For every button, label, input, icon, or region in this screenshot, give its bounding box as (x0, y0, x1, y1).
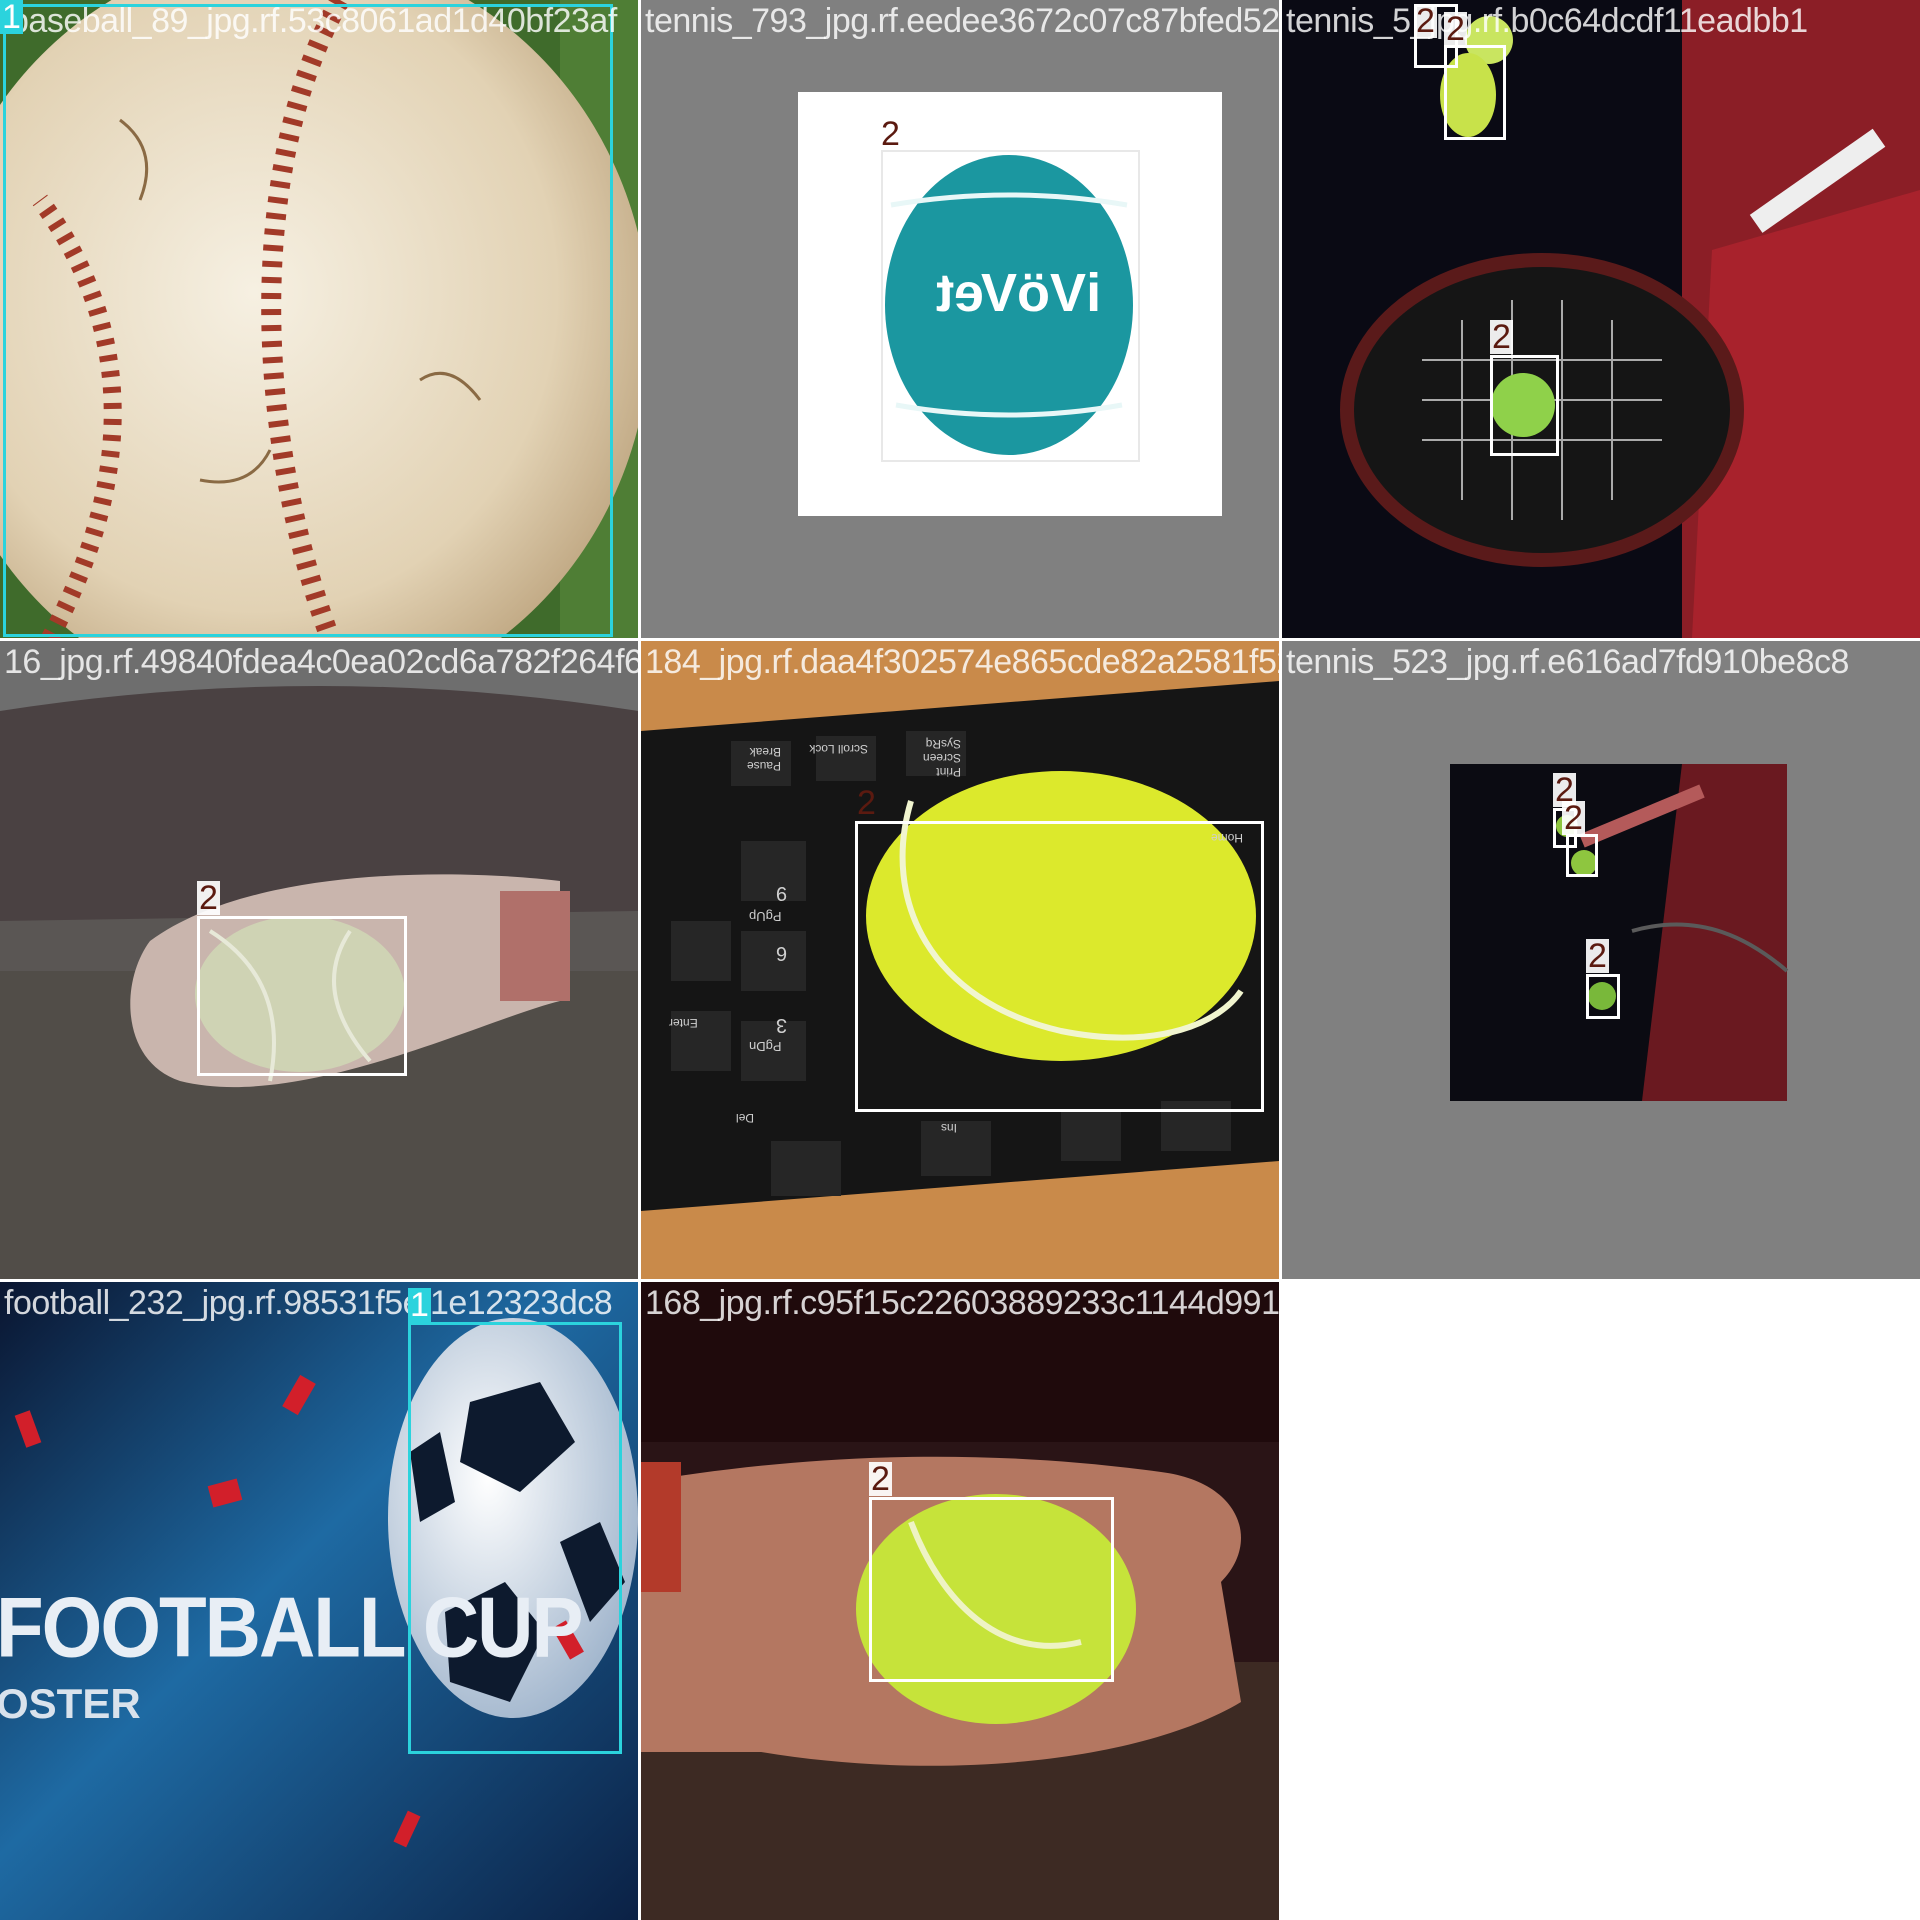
tile-noisy-player[interactable]: 2 2 2 tennis_523_jpg.rf.e616ad7fd910be8c… (1282, 641, 1920, 1279)
key-label: Ins (941, 1121, 958, 1135)
box-label: 2 (1490, 318, 1513, 356)
key-label: Print Screen SysRq (922, 737, 961, 779)
bbox-class-1[interactable] (408, 1322, 622, 1754)
box-label: 2 (1414, 2, 1437, 40)
box-label: 1 (0, 0, 23, 36)
box-label: 2 (857, 784, 876, 822)
box-label: 2 (197, 879, 220, 917)
box-label: 2 (881, 115, 900, 153)
bbox-class-2[interactable] (1444, 45, 1506, 140)
ball-hand-image (0, 641, 638, 1279)
tile-player-racket[interactable]: 2 2 2 tennis_5_jpg.rf.b0c64dcdf11eadbb1 (1282, 0, 1920, 638)
key-label: PgUp (749, 909, 782, 924)
player-racket-image (1282, 0, 1920, 638)
box-label: 2 (1444, 10, 1467, 48)
box-label: 1 (408, 1286, 431, 1324)
bbox-class-2[interactable] (1566, 834, 1598, 877)
bbox-class-2[interactable] (881, 150, 1140, 462)
key-label: Del (736, 1111, 755, 1125)
box-label: 2 (1586, 937, 1609, 975)
key-label: Pause Break (746, 745, 781, 773)
bbox-class-2[interactable] (1586, 974, 1620, 1019)
key-label: Enter (669, 1016, 698, 1030)
ball-keyboard-image (641, 641, 1279, 1279)
tile-ball-on-keyboard[interactable]: Pause Break Scroll Lock Print Screen Sys… (641, 641, 1279, 1279)
tile-ball-in-hand[interactable]: 2 16_jpg.rf.49840fdea4c0ea02cd6a782f264f… (0, 641, 638, 1279)
poster-title: FOOTBALL CUP (0, 1578, 584, 1676)
box-label: 2 (1553, 771, 1576, 809)
key-label: 6 (776, 942, 788, 964)
bbox-class-2[interactable] (869, 1497, 1114, 1682)
key-label: Scroll Lock (809, 742, 868, 756)
bbox-class-2[interactable] (197, 916, 407, 1076)
bbox-class-1[interactable] (3, 4, 613, 637)
noisy-player-image (1282, 641, 1920, 1279)
tile-football-poster[interactable]: FOOTBALL CUP OSTER 1 football_232_jpg.rf… (0, 1282, 638, 1920)
tile-baseball[interactable]: 1 baseball_89_jpg.rf.53c8061ad1d40bf23af (0, 0, 638, 638)
poster-subtitle: OSTER (0, 1680, 141, 1727)
tile-teal-tennis-ball[interactable]: iVöVet 2 tennis_793_jpg.rf.eedee3672c07c… (641, 0, 1279, 638)
tile-ball-in-palm[interactable]: 2 168_jpg.rf.c95f15c22603889233c1144d991… (641, 1282, 1279, 1920)
box-label: 2 (1562, 799, 1585, 837)
empty-cell (1282, 1282, 1920, 1920)
key-label: 9 (776, 882, 788, 904)
box-label: 2 (869, 1460, 892, 1498)
ball-palm-image (641, 1282, 1279, 1920)
key-label: PgDn (749, 1039, 782, 1054)
football-poster-image (0, 1282, 638, 1920)
teal-ball-image (641, 0, 1279, 638)
key-label: 3 (776, 1014, 788, 1036)
bbox-class-2[interactable] (855, 821, 1264, 1112)
bbox-class-2[interactable] (1490, 355, 1559, 456)
baseball-image (0, 0, 638, 638)
